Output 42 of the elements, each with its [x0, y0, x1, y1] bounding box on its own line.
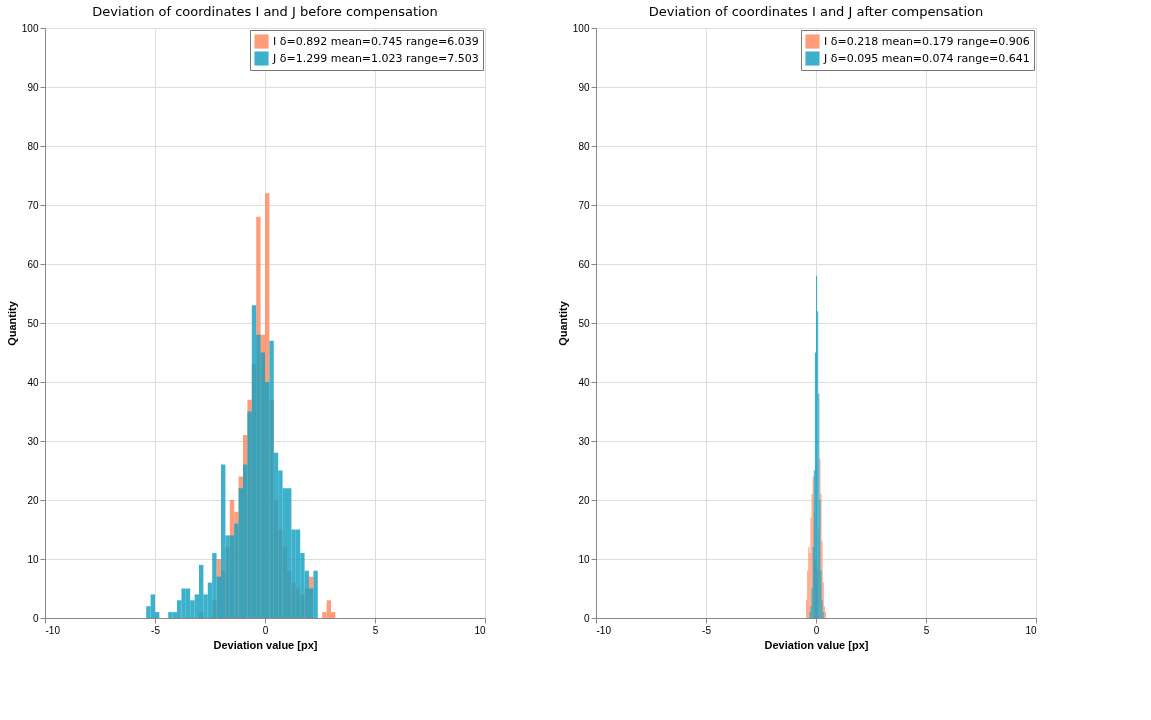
y-tick-label: 20 — [578, 494, 590, 506]
y-axis-title: Quantity — [556, 300, 569, 346]
x-tick-label: -10 — [45, 624, 61, 636]
y-tick-label: 30 — [27, 435, 39, 447]
y-tick-label: 100 — [572, 22, 590, 34]
y-tick-label: 80 — [578, 140, 590, 152]
y-tick-label: 60 — [578, 258, 590, 270]
y-tick-label: 70 — [578, 199, 590, 211]
legend-label: J δ=1.299 mean=1.023 range=7.503 — [272, 51, 479, 65]
y-tick-label: 40 — [578, 376, 590, 388]
x-tick-label: 0 — [813, 624, 820, 636]
legend-label: I δ=0.892 mean=0.745 range=6.039 — [273, 34, 479, 48]
y-tick-label: 0 — [583, 612, 590, 624]
x-axis-title: Deviation value [px] — [213, 638, 318, 651]
y-tick-label: 80 — [27, 140, 39, 152]
x-tick-label: -5 — [151, 624, 161, 636]
legend-label: J δ=0.095 mean=0.074 range=0.641 — [823, 51, 1030, 65]
y-tick-label: 70 — [27, 199, 39, 211]
y-tick-label: 60 — [27, 258, 39, 270]
y-tick-label: 90 — [27, 81, 39, 93]
x-tick-label: -10 — [596, 624, 612, 636]
x-tick-label: 0 — [262, 624, 269, 636]
x-tick-label: -5 — [702, 624, 712, 636]
y-tick-label: 10 — [578, 553, 590, 565]
x-tick-label: 10 — [1025, 624, 1037, 636]
y-tick-label: 50 — [27, 317, 39, 329]
y-tick-label: 40 — [27, 376, 39, 388]
x-tick-label: 5 — [372, 624, 379, 636]
legend-label: I δ=0.218 mean=0.179 range=0.906 — [824, 34, 1030, 48]
y-tick-label: 0 — [32, 612, 39, 624]
y-axis-title: Quantity — [5, 300, 18, 346]
y-tick-label: 20 — [27, 494, 39, 506]
chart-title: Deviation of coordinates I and J before compensation — [92, 4, 438, 19]
y-tick-label: 90 — [578, 81, 590, 93]
y-tick-label: 10 — [27, 553, 39, 565]
x-tick-label: 10 — [474, 624, 486, 636]
y-tick-label: 30 — [578, 435, 590, 447]
chart-title: Deviation of coordinates I and J after compensation — [648, 4, 984, 19]
x-tick-label: 5 — [923, 624, 930, 636]
x-axis-title: Deviation value [px] — [764, 638, 869, 651]
y-tick-label: 100 — [21, 22, 39, 34]
y-tick-label: 50 — [578, 317, 590, 329]
